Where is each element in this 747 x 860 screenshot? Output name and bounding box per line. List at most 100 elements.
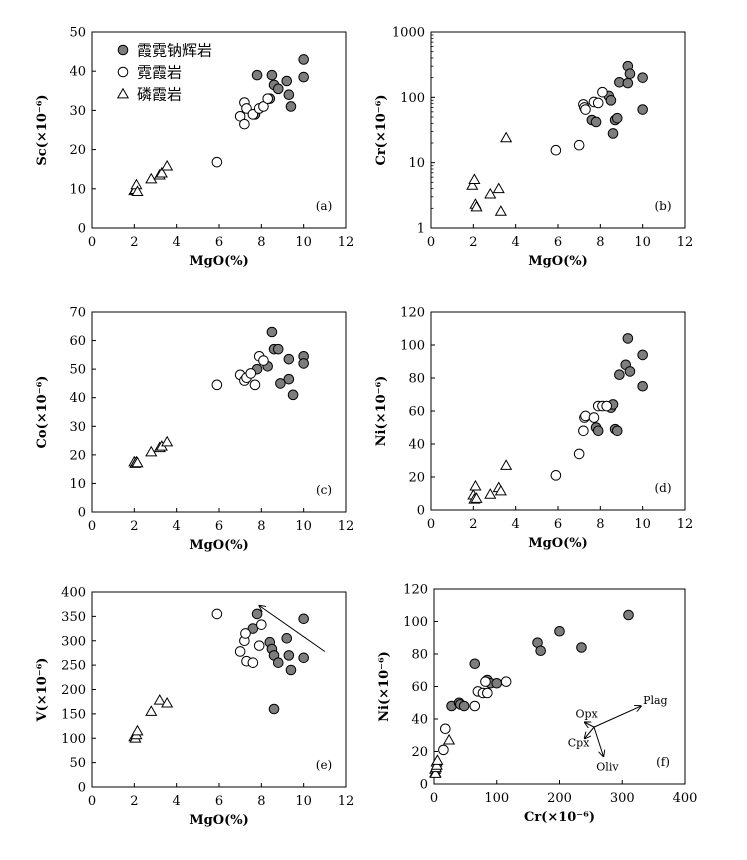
legend-marker-open-circle: [117, 66, 129, 78]
data-point-open-circle: [211, 608, 223, 620]
data-point-filled-circle: [266, 69, 278, 81]
data-point-open-circle: [550, 144, 562, 156]
plot-frame: [91, 311, 347, 513]
data-point-open-triangle: [131, 724, 144, 736]
data-point-filled-circle: [622, 333, 634, 344]
data-point-filled-circle: [614, 369, 625, 381]
chart-panel-d: 0 2 4 6 8 10 12020406080100120MgO(%)Ni(×10⁻⁶)(…: [374, 306, 693, 552]
data-point-filled-circle: [281, 633, 293, 644]
data-point-open-circle: [573, 448, 585, 460]
data-point-open-triangle: [145, 705, 158, 716]
y-tick-label: 10: [69, 477, 86, 492]
vector-label-cpx: Cpx: [568, 737, 590, 750]
data-point-open-circle: [239, 118, 250, 130]
x-tick-label: 8: [257, 519, 265, 534]
x-tick-label: 10: [634, 235, 651, 250]
legend-label: 霞霓钠辉岩: [137, 42, 212, 60]
data-point-open-circle: [253, 640, 265, 651]
y-tick-label: 50: [69, 756, 86, 771]
y-tick-label: 20: [69, 143, 86, 158]
data-point-filled-circle: [298, 613, 309, 625]
data-point-open-triangle: [494, 484, 507, 496]
data-point-filled-circle: [576, 642, 587, 653]
data-point-open-triangle: [500, 131, 513, 143]
x-tick-label: 0: [88, 235, 96, 250]
x-tick-label: 6: [215, 235, 223, 250]
data-point-open-circle: [247, 657, 259, 668]
y-tick-label: 40: [411, 713, 428, 728]
data-point-open-circle: [601, 400, 612, 412]
x-tick-label: 0: [88, 519, 96, 534]
data-point-filled-circle: [283, 373, 295, 385]
y-tick-label: 20: [408, 471, 425, 486]
data-point-filled-circle: [469, 658, 481, 670]
data-point-open-circle: [580, 104, 591, 115]
y-tick-label: 60: [69, 334, 86, 349]
x-tick-label: 0: [427, 235, 435, 250]
x-tick-label: 4: [512, 517, 520, 532]
data-point-open-triangle: [468, 173, 481, 185]
vector-label-opx: Opx: [575, 707, 598, 720]
data-point-open-triangle: [131, 456, 144, 468]
x-tick-label: 400: [673, 791, 698, 806]
x-tick-label: 12: [338, 794, 355, 809]
vector-oliv: [593, 726, 603, 756]
data-point-open-circle: [580, 410, 591, 422]
y-tick-label: 250: [61, 659, 86, 674]
data-point-open-circle: [482, 687, 493, 699]
x-axis-label: MgO(%): [189, 254, 248, 269]
data-point-filled-circle: [491, 677, 503, 689]
x-axis-label: MgO(%): [189, 813, 248, 828]
data-point-filled-circle: [605, 95, 617, 106]
data-point-open-triangle: [466, 179, 479, 190]
plot-frame: [430, 31, 686, 229]
data-point-open-circle: [439, 723, 451, 735]
x-tick-label: 10: [295, 519, 312, 534]
y-tick-label: 200: [61, 683, 86, 698]
data-point-filled-circle: [624, 366, 636, 377]
y-tick-label: 0: [417, 504, 425, 519]
vector-cpx: [585, 726, 595, 738]
data-point-filled-circle: [298, 358, 309, 369]
x-tick-label: 6: [215, 519, 223, 534]
data-point-filled-circle: [272, 83, 284, 95]
vector-opx: [585, 722, 595, 727]
data-point-open-triangle: [131, 185, 144, 196]
panel-tag: (a): [316, 199, 333, 213]
y-tick-label: 60: [411, 680, 428, 695]
data-point-filled-circle: [590, 116, 602, 128]
x-tick-label: 10: [634, 517, 651, 532]
plot-frame: [433, 588, 686, 785]
y-tick-label: 300: [61, 634, 86, 649]
data-point-filled-circle: [637, 380, 648, 392]
y-tick-label: 30: [69, 104, 86, 119]
data-point-filled-circle: [637, 72, 648, 83]
data-point-filled-circle: [247, 623, 259, 634]
panel-tag: (f): [656, 755, 670, 769]
y-tick-label: 80: [408, 372, 425, 387]
legend-label: 磷霞岩: [137, 86, 182, 104]
panel-tag: (d): [654, 481, 671, 495]
chart-panel-f: 0 100 200 300 400 0 20 40 60 80 100 120 Cr(×10⁻⁶) Ni(…: [377, 583, 697, 826]
chart-panel-b: 0 2 4 6 8 10 12 1 10 100 1000 MgO(%) Cr(×10⁻⁶) (b): [374, 26, 693, 270]
data-point-open-triangle: [145, 445, 158, 457]
data-point-open-circle: [469, 700, 481, 712]
data-point-filled-circle: [268, 703, 280, 715]
y-axis-label: Cr(×10⁻⁶): [374, 94, 389, 165]
y-tick-label: 10: [408, 156, 425, 171]
x-tick-label: 4: [173, 519, 181, 534]
data-point-filled-circle: [283, 89, 295, 101]
trend-arrow: [259, 606, 326, 652]
x-tick-label: 6: [554, 235, 562, 250]
legend-marker-open-triangle: [116, 87, 130, 99]
data-point-open-triangle: [431, 754, 444, 765]
data-point-filled-circle: [298, 652, 309, 664]
x-tick-label: 6: [554, 517, 562, 532]
data-point-filled-circle: [285, 101, 297, 112]
x-tick-label: 0: [427, 517, 435, 532]
y-tick-label: 10: [69, 182, 86, 197]
y-tick-label: 40: [69, 65, 86, 80]
data-point-filled-circle: [607, 128, 619, 139]
x-tick-label: 12: [338, 519, 355, 534]
